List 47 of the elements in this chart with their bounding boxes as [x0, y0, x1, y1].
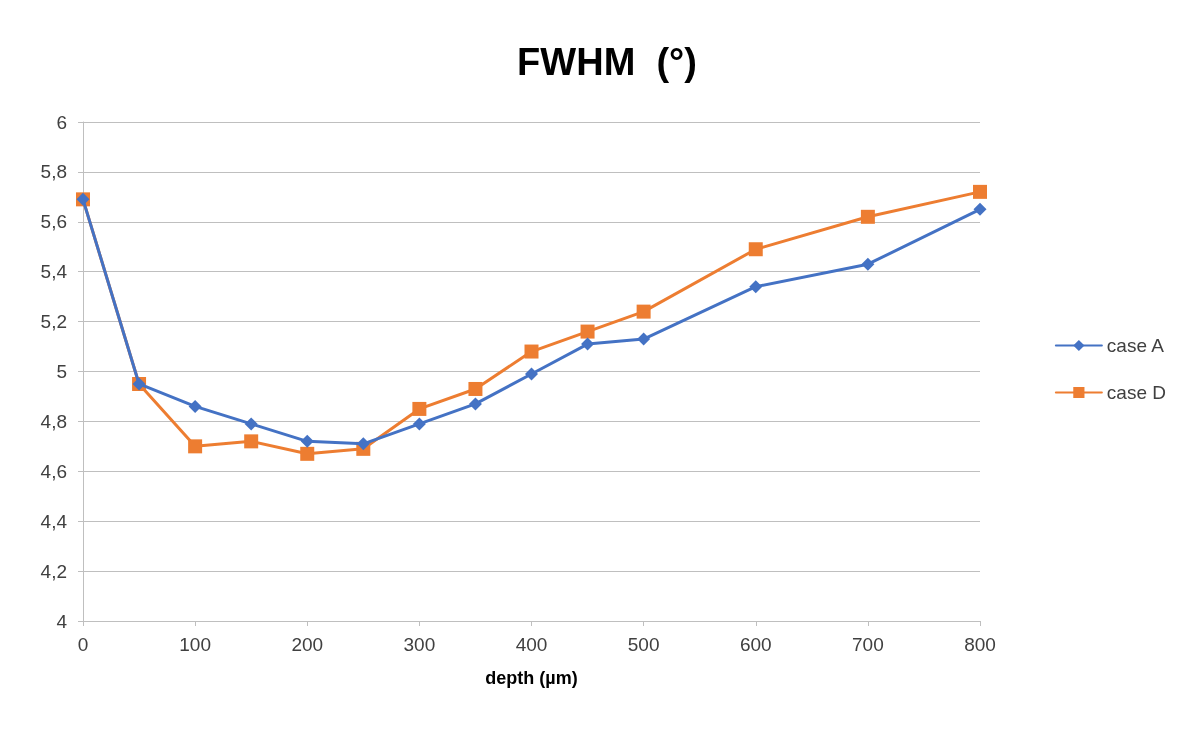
point	[580, 324, 595, 339]
point	[636, 304, 651, 319]
y-tick-label: 4,8	[40, 410, 67, 432]
x-tick-label: 0	[77, 634, 89, 655]
y-tick-label: 4,6	[40, 460, 67, 482]
y-tick-label: 5,8	[40, 161, 67, 183]
y-tick-label: 6	[56, 111, 67, 133]
point	[637, 332, 651, 346]
point	[300, 446, 315, 461]
point	[356, 437, 370, 451]
x-tick-label: 400	[515, 634, 548, 655]
y-tick-label: 5,4	[40, 261, 68, 283]
y-tick-label: 4,2	[40, 560, 67, 582]
x-tick-label: 300	[403, 634, 436, 655]
point	[581, 337, 595, 351]
point	[300, 434, 314, 448]
point	[188, 439, 203, 454]
y-tick-label: 5	[56, 361, 67, 382]
y-tick-label: 5,6	[40, 211, 67, 233]
point	[468, 397, 482, 411]
legend-label: case A	[1106, 335, 1165, 356]
legend-label: case D	[1106, 382, 1167, 403]
point	[860, 209, 875, 224]
point	[244, 434, 259, 449]
x-axis-title: depth (µm)	[485, 668, 578, 688]
point	[468, 381, 483, 396]
point	[748, 242, 763, 257]
x-tick-label: 800	[964, 634, 996, 655]
point	[412, 417, 426, 431]
point	[412, 401, 427, 416]
x-tick-label: 600	[739, 634, 772, 655]
point	[524, 344, 539, 359]
point	[861, 257, 875, 271]
chart-title: FWHM (°)	[517, 41, 697, 83]
point	[188, 399, 202, 413]
y-tick-label: 4,4	[40, 510, 68, 532]
x-tick-label: 100	[179, 634, 211, 655]
x-tick-label: 200	[291, 634, 324, 655]
point	[749, 280, 763, 294]
point	[244, 417, 258, 431]
point	[525, 367, 538, 381]
point	[973, 202, 987, 216]
y-tick-label: 5,2	[40, 311, 67, 333]
y-tick-label: 4	[56, 610, 68, 632]
x-tick-label: 700	[852, 634, 884, 655]
x-tick-label: 500	[627, 634, 660, 655]
point	[973, 184, 987, 199]
